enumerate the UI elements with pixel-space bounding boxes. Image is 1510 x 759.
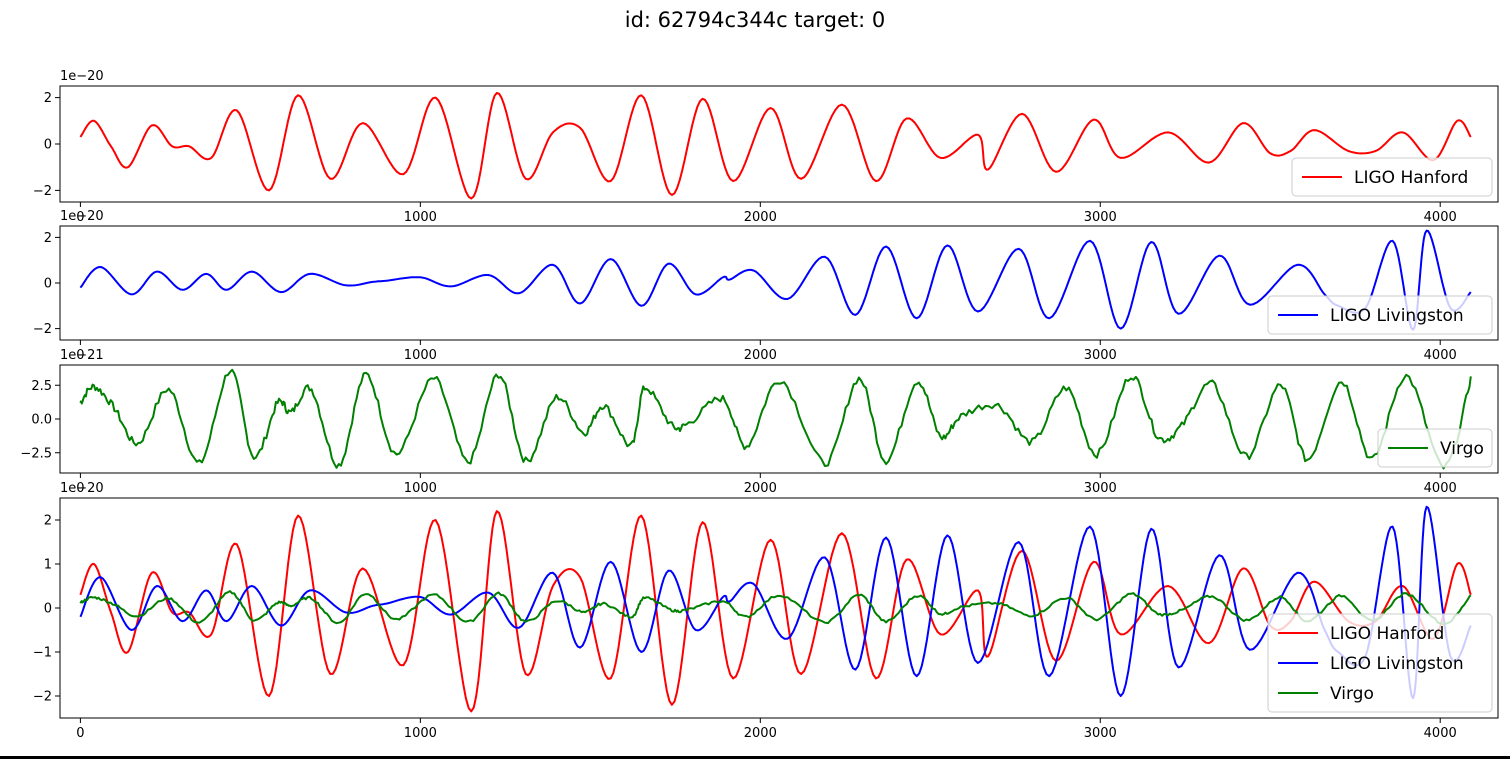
x-tick-label: 2000: [744, 481, 777, 496]
y-tick-label: 1: [44, 558, 52, 573]
subplot-3: 0 1000 2000 3000 4000 −2.5 0.0 2.5 1e−21 Virgo: [20, 348, 1499, 496]
y-tick-label: −2: [33, 322, 52, 337]
x-tick-label: 4000: [1424, 726, 1457, 741]
x-tick-label: 4000: [1424, 481, 1457, 496]
x-tick-label: 0: [76, 210, 84, 225]
y-tick-label: 2: [44, 91, 52, 106]
x-tick-label: 2000: [744, 726, 777, 741]
axes-frame: [59, 85, 1499, 203]
x-tick-label: 1000: [404, 481, 437, 496]
axis-offset-label: 1e−21: [60, 348, 104, 363]
x-tick-label: 0: [76, 481, 84, 496]
subplot-2: 0 1000 2000 3000 4000 −2 0 2 1e−20 LIGO Livingsto…: [33, 209, 1499, 363]
series-line-ligo-hanford: [79, 92, 1472, 200]
y-tick-label: 0: [44, 138, 52, 153]
x-tick-label: 4000: [1424, 348, 1457, 363]
x-tick-label: 3000: [1084, 210, 1117, 225]
y-tick-label: 2: [44, 231, 52, 246]
x-tick-label: 2000: [744, 348, 777, 363]
y-tick-label: −2: [33, 690, 52, 705]
legend-label: Virgo: [1330, 684, 1374, 704]
x-tick-label: 1000: [404, 348, 437, 363]
y-tick-label: −2: [33, 184, 52, 199]
x-tick-label: 2000: [744, 210, 777, 225]
figure-title: id: 62794c344c target: 0: [624, 8, 886, 32]
x-tick-label: 1000: [404, 726, 437, 741]
x-tick-label: 3000: [1084, 481, 1117, 496]
bottom-border: [0, 756, 1510, 759]
y-tick-label: −2.5: [20, 446, 52, 461]
legend-label: LIGO Livingston: [1330, 654, 1464, 674]
y-tick-label: 0.0: [31, 413, 52, 428]
x-tick-label: 1000: [404, 210, 437, 225]
axis-offset-label: 1e−20: [60, 209, 104, 224]
legend: LIGO Hanford LIGO Livingston Virgo: [1267, 613, 1493, 713]
y-tick-label: 2: [44, 514, 52, 529]
legend-label: LIGO Hanford: [1354, 168, 1468, 188]
y-tick-label: −1: [33, 646, 52, 661]
x-tick-label: 3000: [1084, 348, 1117, 363]
axes-frame: [59, 364, 1499, 474]
subplot-1: 0 1000 2000 3000 4000 −2 0 2 1e−20 LIGO Hanford: [33, 69, 1499, 225]
legend-label: LIGO Hanford: [1330, 624, 1444, 644]
series-line-ligo-livingston: [79, 505, 1472, 700]
series-line-ligo-livingston: [79, 229, 1472, 331]
legend: LIGO Hanford: [1291, 157, 1493, 197]
subplot-4: 0 1000 2000 3000 4000 −2 −1 0 1 2 1e−20 LIGO Hanfor…: [33, 481, 1499, 741]
x-tick-label: 0: [76, 348, 84, 363]
series-line-virgo: [79, 368, 1472, 470]
y-tick-label: 2.5: [31, 379, 52, 394]
y-tick-label: 0: [44, 277, 52, 292]
x-tick-label: 0: [76, 726, 84, 741]
legend: LIGO Livingston: [1267, 295, 1493, 335]
x-tick-label: 4000: [1424, 210, 1457, 225]
axis-offset-label: 1e−20: [60, 481, 104, 496]
legend-label: LIGO Livingston: [1330, 306, 1464, 326]
series-line-virgo: [79, 590, 1472, 626]
legend-label: Virgo: [1440, 439, 1484, 459]
y-tick-label: 0: [44, 602, 52, 617]
x-tick-label: 3000: [1084, 726, 1117, 741]
legend: Virgo: [1377, 428, 1493, 468]
axis-offset-label: 1e−20: [60, 69, 104, 84]
